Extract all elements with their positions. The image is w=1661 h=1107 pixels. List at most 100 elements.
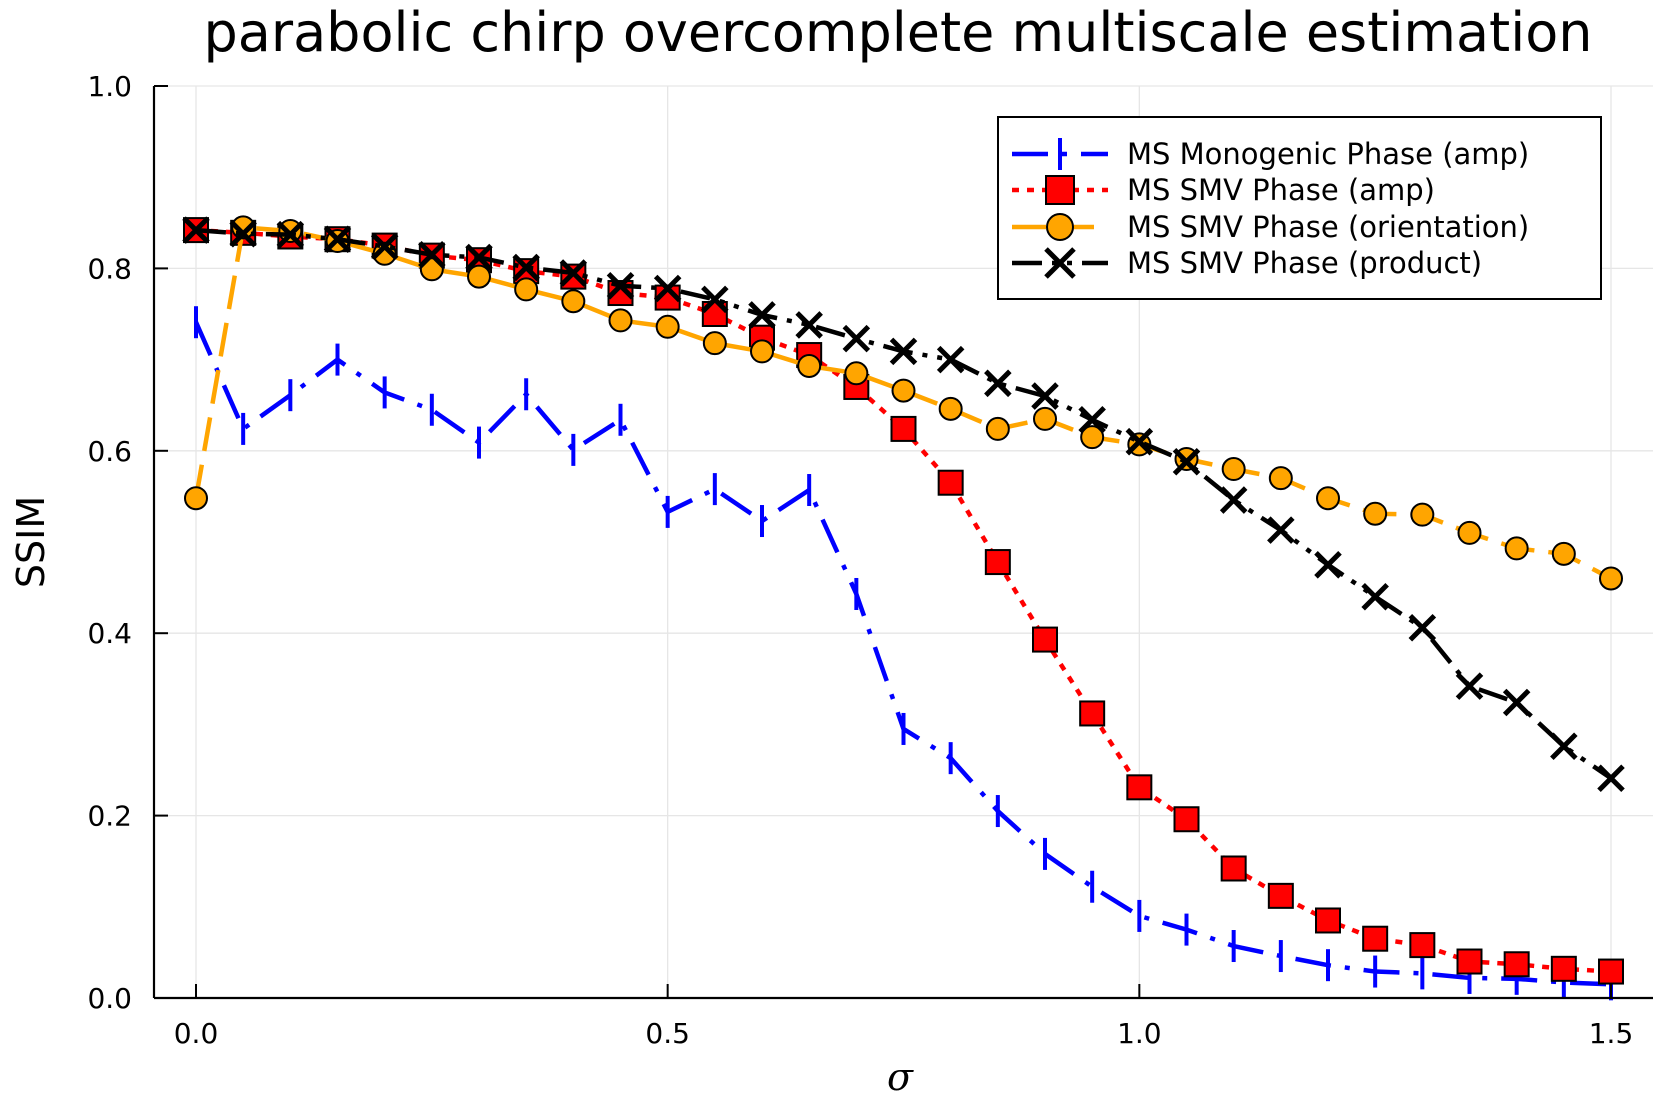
y-tick-label: 0.0 <box>87 982 132 1015</box>
data-point <box>606 271 635 300</box>
data-point <box>1080 425 1105 450</box>
data-point <box>1316 486 1340 511</box>
series-3 <box>184 215 1623 591</box>
data-point <box>465 243 493 272</box>
y-tick-label: 1.0 <box>87 70 132 103</box>
data-point <box>891 378 916 403</box>
legend-marker <box>1046 213 1074 241</box>
data-point <box>1456 948 1483 975</box>
data-point <box>1408 613 1437 642</box>
series-line <box>195 227 1612 974</box>
data-point <box>182 216 210 244</box>
legend-label: MS Monogenic Phase (amp) <box>1127 137 1529 171</box>
data-point <box>370 232 399 261</box>
chart-title: parabolic chirp overcomplete multiscale … <box>204 1 1593 64</box>
data-point <box>1078 406 1106 434</box>
data-point <box>418 240 446 269</box>
y-tick-label: 0.6 <box>87 435 132 468</box>
data-point <box>514 277 539 302</box>
data-point <box>512 253 540 282</box>
data-point <box>1551 541 1576 566</box>
data-point <box>795 311 823 339</box>
x-tick-label: 0.5 <box>645 1017 690 1050</box>
data-point <box>1031 382 1059 410</box>
legend-entry-smv-orientation: MS SMV Phase (orientation) <box>1012 210 1529 244</box>
y-tick-label: 0.4 <box>87 617 132 650</box>
data-point <box>608 308 633 333</box>
data-point <box>1597 764 1625 792</box>
legend: MS Monogenic Phase (amp) MS SMV Phase (a… <box>997 116 1602 300</box>
data-point <box>985 416 1010 441</box>
legend-label: MS SMV Phase (amp) <box>1127 173 1435 207</box>
data-point <box>984 369 1012 398</box>
data-point <box>1221 457 1246 482</box>
ticks: 0.0 0.5 1.0 1.5 0.0 0.2 0.4 0.6 0.8 1.0 <box>87 70 1633 1050</box>
data-point <box>1220 855 1247 882</box>
data-point <box>984 549 1011 576</box>
data-point <box>748 301 776 329</box>
legend-marker <box>1044 247 1076 279</box>
data-point <box>1267 516 1295 544</box>
data-point <box>890 415 917 442</box>
y-tick-label: 0.2 <box>87 800 132 833</box>
data-point <box>1032 626 1058 653</box>
data-point <box>1219 486 1248 514</box>
data-point <box>1550 732 1578 761</box>
data-point <box>936 345 965 374</box>
data-point <box>842 324 871 353</box>
plot-area <box>182 215 1625 1001</box>
legend-entry-smv-product: MS SMV Phase (product) <box>1012 246 1482 280</box>
data-point <box>750 339 774 364</box>
data-point <box>1126 774 1153 801</box>
data-point <box>1502 688 1531 717</box>
y-axis-label: SSIM <box>9 496 53 588</box>
data-point <box>184 486 208 511</box>
data-point <box>1410 502 1435 527</box>
data-point <box>1363 501 1388 526</box>
data-point <box>1503 951 1530 978</box>
x-tick-label: 0.0 <box>174 1017 219 1050</box>
legend-label: MS SMV Phase (orientation) <box>1127 210 1529 244</box>
y-tick-label: 0.8 <box>87 252 132 285</box>
data-point <box>1315 907 1341 934</box>
x-tick-label: 1.5 <box>1589 1017 1634 1050</box>
data-point <box>653 274 682 303</box>
data-point <box>467 264 491 289</box>
legend-box <box>997 116 1602 300</box>
legend-entry-monogenic-amp: MS Monogenic Phase (amp) <box>1012 137 1529 171</box>
data-point <box>937 469 964 496</box>
data-point <box>1314 551 1342 579</box>
data-point <box>419 257 444 282</box>
data-point <box>1172 447 1201 476</box>
data-point <box>559 259 588 287</box>
data-point <box>797 353 822 378</box>
data-point <box>1268 466 1293 491</box>
data-point <box>701 285 729 314</box>
data-point <box>560 263 587 290</box>
data-point <box>1504 536 1529 561</box>
data-point <box>1173 806 1200 833</box>
legend-entry-smv-amp: MS SMV Phase (amp) <box>1012 173 1435 207</box>
data-point <box>276 220 305 249</box>
data-point <box>1455 672 1484 700</box>
legend-marker <box>1045 175 1075 205</box>
data-point <box>844 361 869 386</box>
x-axis-label: σ <box>887 1055 914 1099</box>
data-point <box>1457 520 1482 545</box>
data-point <box>1599 566 1623 591</box>
legend-label: MS SMV Phase (product) <box>1127 246 1482 280</box>
data-point <box>1550 955 1577 982</box>
data-point <box>561 289 586 314</box>
data-point <box>1361 582 1389 611</box>
data-point <box>1079 700 1106 727</box>
series-2 <box>183 217 1624 985</box>
data-point <box>1409 932 1436 959</box>
data-point <box>278 219 303 244</box>
data-point <box>889 337 918 366</box>
x-tick-label: 1.0 <box>1117 1017 1162 1050</box>
series-line <box>195 227 1613 781</box>
data-point <box>655 314 680 339</box>
series-1 <box>193 306 1613 1001</box>
series-4 <box>182 216 1625 792</box>
